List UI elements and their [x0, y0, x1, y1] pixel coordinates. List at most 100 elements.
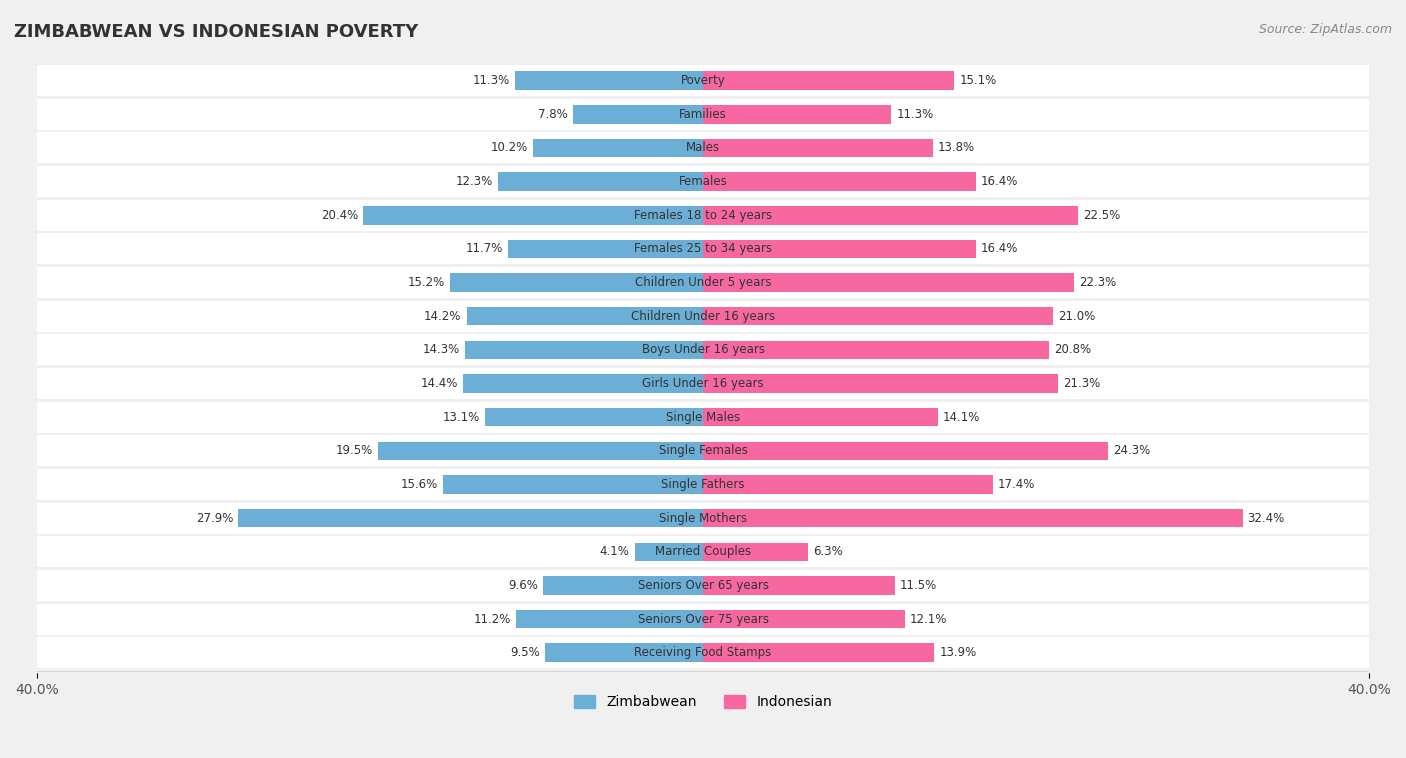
- Text: 22.3%: 22.3%: [1080, 276, 1116, 289]
- Bar: [703, 71, 955, 90]
- Text: Males: Males: [686, 142, 720, 155]
- Text: Source: ZipAtlas.com: Source: ZipAtlas.com: [1258, 23, 1392, 36]
- Text: Poverty: Poverty: [681, 74, 725, 87]
- Bar: [37, 469, 1369, 500]
- Bar: [634, 543, 703, 561]
- Text: Receiving Food Stamps: Receiving Food Stamps: [634, 647, 772, 659]
- Bar: [363, 206, 703, 224]
- Text: 13.8%: 13.8%: [938, 142, 974, 155]
- Bar: [703, 442, 1108, 460]
- Text: Seniors Over 75 years: Seniors Over 75 years: [637, 612, 769, 625]
- Bar: [515, 71, 703, 90]
- Bar: [37, 301, 1369, 332]
- Text: 12.1%: 12.1%: [910, 612, 946, 625]
- Text: Single Females: Single Females: [658, 444, 748, 457]
- Bar: [37, 334, 1369, 365]
- Bar: [544, 644, 703, 662]
- Text: 16.4%: 16.4%: [981, 243, 1018, 255]
- Bar: [703, 274, 1074, 292]
- Bar: [37, 99, 1369, 130]
- Text: 21.0%: 21.0%: [1057, 310, 1095, 323]
- Text: Families: Families: [679, 108, 727, 121]
- Bar: [703, 576, 894, 595]
- Bar: [465, 340, 703, 359]
- Bar: [37, 537, 1369, 567]
- Bar: [703, 509, 1243, 528]
- Bar: [37, 233, 1369, 265]
- Text: 27.9%: 27.9%: [195, 512, 233, 525]
- Text: 9.6%: 9.6%: [508, 579, 538, 592]
- Text: 11.3%: 11.3%: [896, 108, 934, 121]
- Text: Single Fathers: Single Fathers: [661, 478, 745, 491]
- Bar: [703, 374, 1057, 393]
- Text: 13.9%: 13.9%: [939, 647, 977, 659]
- Text: 20.4%: 20.4%: [321, 208, 359, 222]
- Text: Females: Females: [679, 175, 727, 188]
- Text: 22.5%: 22.5%: [1083, 208, 1121, 222]
- Bar: [574, 105, 703, 124]
- Text: 15.1%: 15.1%: [959, 74, 997, 87]
- Bar: [37, 65, 1369, 96]
- Text: 14.2%: 14.2%: [425, 310, 461, 323]
- Bar: [703, 139, 932, 157]
- Bar: [37, 402, 1369, 433]
- Bar: [467, 307, 703, 325]
- Bar: [378, 442, 703, 460]
- Bar: [37, 435, 1369, 466]
- Text: ZIMBABWEAN VS INDONESIAN POVERTY: ZIMBABWEAN VS INDONESIAN POVERTY: [14, 23, 419, 41]
- Bar: [703, 340, 1049, 359]
- Bar: [37, 368, 1369, 399]
- Bar: [37, 166, 1369, 197]
- Bar: [37, 267, 1369, 298]
- Bar: [516, 610, 703, 628]
- Bar: [485, 408, 703, 427]
- Legend: Zimbabwean, Indonesian: Zimbabwean, Indonesian: [568, 690, 838, 715]
- Bar: [37, 603, 1369, 634]
- Text: Seniors Over 65 years: Seniors Over 65 years: [637, 579, 769, 592]
- Text: 14.3%: 14.3%: [423, 343, 460, 356]
- Bar: [703, 172, 976, 191]
- Bar: [703, 307, 1053, 325]
- Bar: [703, 610, 904, 628]
- Text: 17.4%: 17.4%: [998, 478, 1035, 491]
- Bar: [703, 408, 938, 427]
- Text: 24.3%: 24.3%: [1112, 444, 1150, 457]
- Bar: [533, 139, 703, 157]
- Text: Married Couples: Married Couples: [655, 545, 751, 559]
- Bar: [37, 570, 1369, 601]
- Text: 11.3%: 11.3%: [472, 74, 510, 87]
- Text: 12.3%: 12.3%: [456, 175, 494, 188]
- Bar: [37, 637, 1369, 669]
- Text: 6.3%: 6.3%: [813, 545, 842, 559]
- Text: Females 25 to 34 years: Females 25 to 34 years: [634, 243, 772, 255]
- Bar: [498, 172, 703, 191]
- Bar: [450, 274, 703, 292]
- Text: Children Under 5 years: Children Under 5 years: [634, 276, 772, 289]
- Bar: [37, 503, 1369, 534]
- Text: 14.4%: 14.4%: [420, 377, 458, 390]
- Bar: [508, 240, 703, 258]
- Text: 11.5%: 11.5%: [900, 579, 936, 592]
- Text: 21.3%: 21.3%: [1063, 377, 1099, 390]
- Bar: [703, 105, 891, 124]
- Bar: [37, 133, 1369, 164]
- Text: 15.2%: 15.2%: [408, 276, 444, 289]
- Bar: [703, 240, 976, 258]
- Bar: [703, 475, 993, 493]
- Bar: [37, 200, 1369, 230]
- Text: 7.8%: 7.8%: [538, 108, 568, 121]
- Text: 32.4%: 32.4%: [1247, 512, 1285, 525]
- Text: 9.5%: 9.5%: [510, 647, 540, 659]
- Text: Single Mothers: Single Mothers: [659, 512, 747, 525]
- Bar: [703, 644, 935, 662]
- Text: 10.2%: 10.2%: [491, 142, 529, 155]
- Bar: [443, 475, 703, 493]
- Text: 20.8%: 20.8%: [1054, 343, 1091, 356]
- Text: Boys Under 16 years: Boys Under 16 years: [641, 343, 765, 356]
- Bar: [703, 543, 808, 561]
- Bar: [463, 374, 703, 393]
- Text: 14.1%: 14.1%: [943, 411, 980, 424]
- Bar: [239, 509, 703, 528]
- Text: 15.6%: 15.6%: [401, 478, 439, 491]
- Text: Girls Under 16 years: Girls Under 16 years: [643, 377, 763, 390]
